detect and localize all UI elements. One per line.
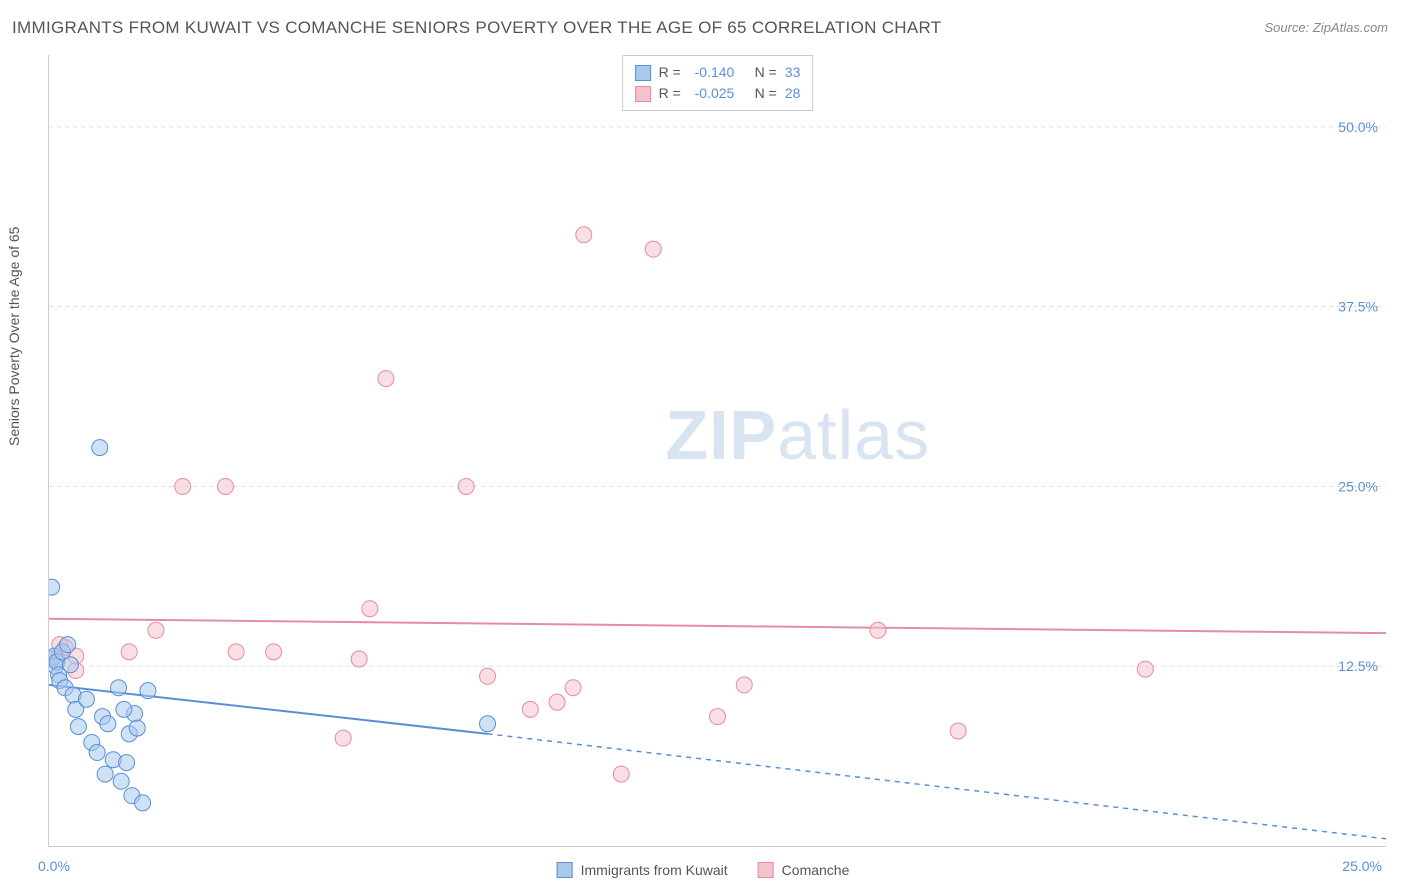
plot-svg: 12.5% 25.0% 37.5% 50.0% (49, 55, 1386, 846)
swatch-kuwait (635, 65, 651, 81)
n-value-kuwait: 33 (785, 62, 801, 83)
legend-item-kuwait: Immigrants from Kuwait (557, 862, 728, 878)
x-axis-min-label: 0.0% (38, 858, 70, 874)
chart-title: IMMIGRANTS FROM KUWAIT VS COMANCHE SENIO… (12, 18, 941, 38)
swatch-comanche-bottom (758, 862, 774, 878)
r-value-kuwait: -0.140 (695, 62, 747, 83)
n-label: N = (755, 62, 777, 83)
r-label: R = (659, 62, 687, 83)
correlation-legend: R = -0.140 N = 33 R = -0.025 N = 28 (622, 55, 814, 111)
x-axis-max-label: 25.0% (1342, 858, 1382, 874)
chart-container: IMMIGRANTS FROM KUWAIT VS COMANCHE SENIO… (0, 0, 1406, 892)
svg-text:50.0%: 50.0% (1338, 119, 1378, 135)
svg-text:25.0%: 25.0% (1338, 478, 1378, 494)
legend-label-kuwait: Immigrants from Kuwait (581, 862, 728, 878)
swatch-kuwait-bottom (557, 862, 573, 878)
legend-label-comanche: Comanche (782, 862, 850, 878)
legend-row-kuwait: R = -0.140 N = 33 (635, 62, 801, 83)
svg-text:12.5%: 12.5% (1338, 658, 1378, 674)
source-attribution: Source: ZipAtlas.com (1264, 20, 1388, 35)
n-value-comanche: 28 (785, 83, 801, 104)
series-legend: Immigrants from Kuwait Comanche (557, 862, 850, 878)
legend-row-comanche: R = -0.025 N = 28 (635, 83, 801, 104)
plot-area: R = -0.140 N = 33 R = -0.025 N = 28 ZIPa… (48, 55, 1386, 847)
n-label: N = (755, 83, 777, 104)
r-label: R = (659, 83, 687, 104)
svg-text:37.5%: 37.5% (1338, 299, 1378, 315)
legend-item-comanche: Comanche (758, 862, 850, 878)
swatch-comanche (635, 86, 651, 102)
r-value-comanche: -0.025 (695, 83, 747, 104)
y-axis-title: Seniors Poverty Over the Age of 65 (6, 227, 22, 446)
